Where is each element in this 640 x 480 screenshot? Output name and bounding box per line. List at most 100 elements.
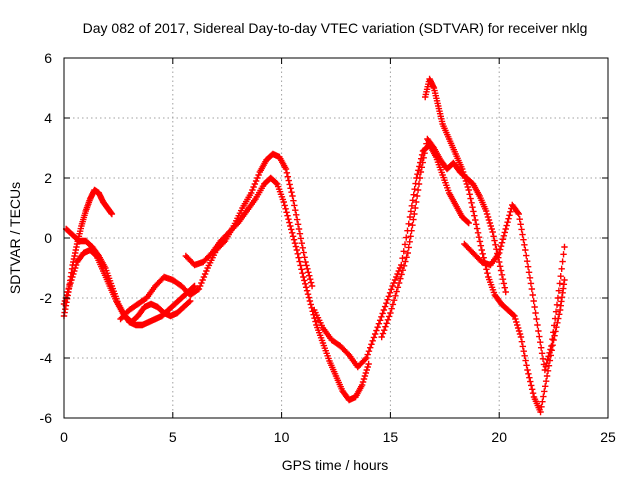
data-point-marker	[388, 286, 395, 293]
data-point-marker	[498, 271, 506, 279]
data-point-marker	[541, 388, 548, 395]
y-tick-label: -4	[40, 350, 53, 366]
data-point-marker	[499, 275, 507, 283]
data-point-marker	[514, 209, 522, 216]
data-point-marker	[364, 351, 371, 358]
data-point-marker	[500, 232, 508, 240]
data-point-marker	[536, 333, 543, 340]
data-point-marker	[303, 262, 310, 269]
data-point-marker	[515, 210, 522, 218]
data-point-marker	[482, 207, 490, 215]
data-point-marker	[381, 303, 389, 310]
y-axis-label: SDTVAR / TECUs	[7, 182, 23, 294]
data-point-marker	[558, 265, 565, 273]
data-point-marker	[411, 210, 418, 218]
data-point-marker	[542, 377, 550, 385]
data-point-marker	[71, 264, 79, 272]
data-point-marker	[296, 258, 303, 265]
data-point-marker	[358, 381, 366, 389]
data-point-marker	[389, 301, 397, 308]
data-point-marker	[518, 226, 525, 233]
data-point-marker	[285, 177, 292, 184]
data-point-marker	[307, 301, 315, 308]
data-point-marker	[302, 258, 309, 266]
satellite-track-7	[378, 135, 509, 341]
data-point-marker	[484, 269, 491, 277]
data-marks	[60, 75, 568, 416]
data-point-marker	[535, 327, 542, 335]
data-point-marker	[472, 221, 480, 228]
data-point-marker	[400, 248, 407, 255]
data-point-marker	[286, 219, 293, 226]
data-point-marker	[464, 218, 472, 226]
data-point-marker	[542, 383, 549, 390]
data-point-marker	[472, 216, 479, 224]
data-point-marker	[403, 254, 410, 261]
data-point-marker	[389, 282, 396, 290]
data-point-marker	[500, 280, 508, 287]
data-point-marker	[362, 356, 369, 363]
data-point-marker	[70, 270, 77, 278]
data-point-marker	[405, 220, 412, 228]
data-point-marker	[511, 312, 518, 320]
data-point-marker	[518, 338, 526, 345]
data-point-marker	[369, 337, 376, 345]
data-point-marker	[408, 227, 415, 234]
data-point-marker	[524, 366, 531, 374]
data-point-marker	[540, 393, 547, 400]
data-point-marker	[61, 297, 69, 305]
data-point-marker	[538, 350, 546, 357]
data-point-marker	[519, 231, 526, 238]
x-tick-label: 15	[383, 429, 399, 445]
data-point-marker	[483, 266, 490, 273]
data-point-marker	[298, 239, 306, 247]
data-point-marker	[392, 292, 399, 300]
data-point-marker	[410, 191, 417, 198]
data-point-marker	[502, 225, 509, 233]
data-point-marker	[529, 291, 536, 299]
data-point-marker	[492, 241, 499, 249]
data-point-marker	[298, 266, 305, 273]
data-point-marker	[394, 284, 402, 291]
data-point-marker	[524, 263, 532, 270]
data-point-marker	[527, 378, 534, 385]
data-point-marker	[247, 189, 255, 197]
data-point-marker	[546, 349, 553, 357]
data-point-marker	[534, 321, 541, 329]
data-point-marker	[306, 275, 314, 283]
data-point-marker	[476, 238, 484, 245]
data-point-marker	[289, 192, 296, 200]
data-point-marker	[288, 188, 295, 196]
data-point-marker	[478, 246, 485, 254]
data-point-marker	[525, 269, 533, 276]
data-point-marker	[359, 378, 367, 386]
data-point-marker	[415, 180, 423, 188]
data-point-marker	[282, 165, 290, 173]
data-point-marker	[312, 318, 319, 325]
data-point-marker	[409, 221, 416, 229]
data-point-marker	[467, 195, 474, 202]
data-point-marker	[378, 333, 385, 341]
data-point-marker	[404, 249, 412, 257]
data-point-marker	[366, 344, 374, 351]
data-point-marker	[307, 279, 315, 286]
data-point-marker	[538, 403, 545, 411]
data-point-marker	[399, 266, 407, 274]
data-point-marker	[501, 229, 508, 236]
data-point-marker	[519, 343, 527, 350]
data-point-marker	[293, 211, 300, 219]
data-point-marker	[548, 342, 555, 350]
data-point-marker	[553, 301, 561, 309]
data-point-marker	[483, 210, 491, 218]
data-point-marker	[525, 370, 532, 378]
data-point-marker	[293, 216, 301, 223]
data-point-marker	[485, 216, 493, 224]
data-point-marker	[385, 313, 393, 320]
data-point-marker	[557, 272, 564, 280]
data-point-marker	[203, 267, 210, 275]
data-point-marker	[545, 353, 552, 360]
data-point-marker	[362, 369, 370, 377]
x-tick-label: 25	[600, 429, 616, 445]
data-point-marker	[528, 382, 535, 389]
data-point-marker	[280, 198, 287, 206]
